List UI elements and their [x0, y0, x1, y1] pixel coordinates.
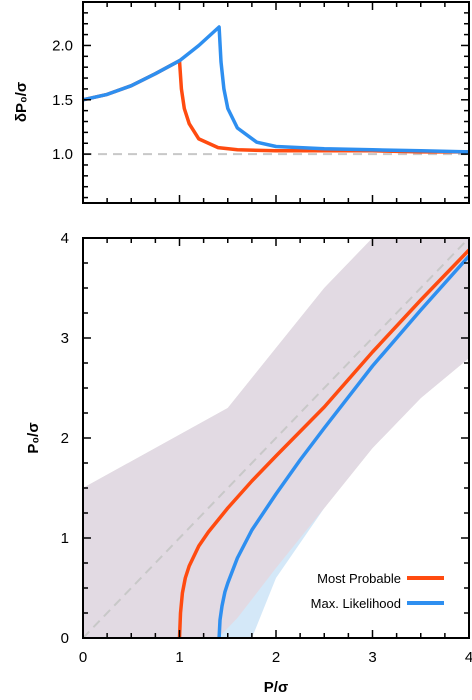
- top-plot-frame: [82, 1, 470, 204]
- top-panel: 1.0 1.5 2.0 δP₀/σ: [13, 1, 470, 204]
- bottom-xlabel: P/σ: [264, 679, 288, 696]
- bottom-x-tick-label: 4: [465, 649, 472, 666]
- bottom-series-line-1: [217, 254, 469, 638]
- bottom-ylabel: P₀/σ: [25, 422, 42, 453]
- top-y-tick-label: 1.5: [52, 92, 73, 109]
- bottom-x-tick-label: 3: [368, 649, 376, 666]
- top-series-line-0: [82, 58, 469, 154]
- bottom-y-tick-label: 4: [61, 230, 69, 247]
- bottom-panel: 0 1 2 3 4 0 1 2 3 4 Most Probable Max. Likelihood…: [25, 230, 472, 696]
- bottom-y-tick-label: 2: [61, 430, 69, 447]
- bottom-y-tick-label: 0: [61, 630, 69, 647]
- legend: Most Probable Max. Likelihood: [311, 571, 444, 611]
- top-series-line-1: [82, 25, 470, 154]
- bottom-y-tick-label: 1: [61, 530, 69, 547]
- bottom-x-tick-label: 2: [272, 649, 280, 666]
- top-ylabel: δP₀/σ: [13, 82, 30, 122]
- bottom-x-tick-label: 1: [175, 649, 183, 666]
- legend-label-most-probable: Most Probable: [317, 571, 401, 586]
- bottom-y-tick-label: 3: [61, 330, 69, 347]
- bottom-x-tick-label: 0: [79, 649, 87, 666]
- bottom-series-line-0: [177, 248, 469, 638]
- bottom-reference-line: [83, 238, 469, 638]
- top-y-tick-label: 2.0: [52, 37, 73, 54]
- top-y-tick-label: 1.0: [52, 146, 73, 163]
- legend-label-max-likelihood: Max. Likelihood: [311, 596, 401, 611]
